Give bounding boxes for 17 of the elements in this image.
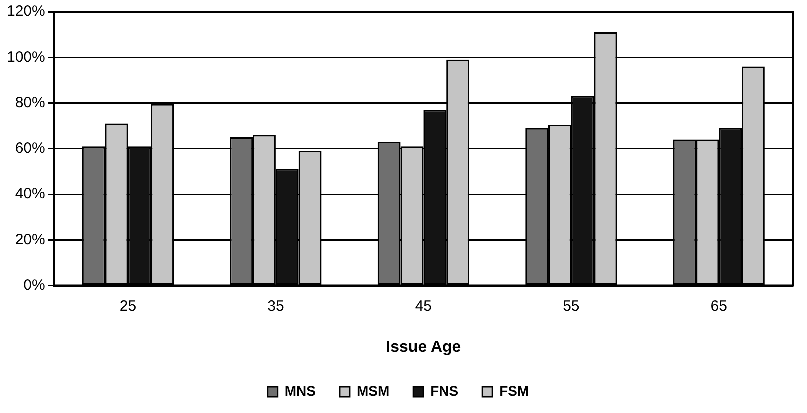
y-tick-label: 20% bbox=[15, 231, 46, 248]
legend-label: MNS bbox=[284, 382, 316, 399]
x-tick-label: 45 bbox=[415, 298, 432, 315]
x-tick-label: 65 bbox=[710, 298, 728, 315]
y-tick-label: 0% bbox=[24, 276, 46, 294]
x-tick-label: 35 bbox=[268, 298, 284, 315]
y-tick-label: 100% bbox=[6, 48, 46, 66]
y-tick-label: 120% bbox=[6, 3, 46, 20]
x-axis-title: Issue Age bbox=[386, 338, 462, 356]
x-tick-label: 25 bbox=[120, 298, 137, 315]
y-tick-label: 60% bbox=[15, 140, 46, 158]
legend-label: MSM bbox=[356, 382, 390, 399]
legend-label: FSM bbox=[500, 382, 530, 399]
x-tick-label: 55 bbox=[563, 298, 580, 315]
y-tick-label: 80% bbox=[15, 94, 46, 112]
y-tick-label: 40% bbox=[15, 186, 46, 203]
legend-label: FNS bbox=[430, 382, 459, 399]
